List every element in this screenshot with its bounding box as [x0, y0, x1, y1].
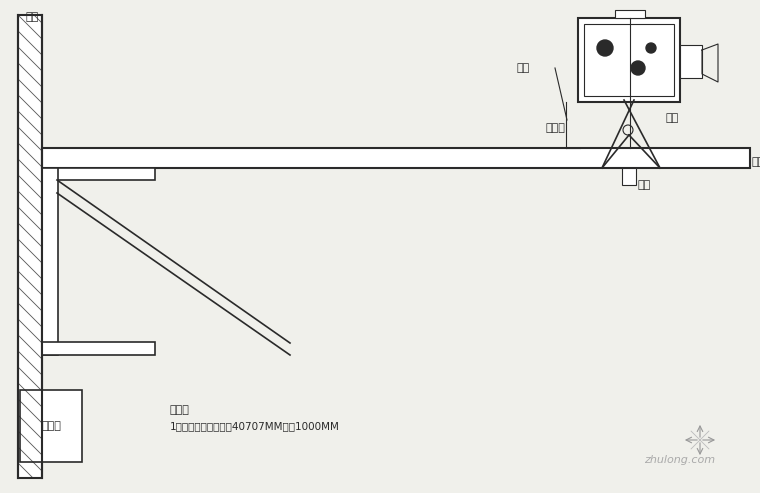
- Text: 横杆: 横杆: [752, 157, 760, 167]
- Circle shape: [631, 61, 645, 75]
- Bar: [42, 168, 155, 180]
- Text: 设备箱: 设备箱: [41, 421, 61, 431]
- Bar: [42, 148, 750, 168]
- Bar: [680, 45, 702, 78]
- Circle shape: [597, 40, 613, 56]
- Circle shape: [646, 43, 656, 53]
- Text: 软管: 软管: [517, 63, 530, 73]
- Bar: [615, 10, 645, 18]
- Bar: [622, 168, 636, 185]
- Text: 固定点: 固定点: [545, 123, 565, 133]
- Bar: [584, 24, 674, 96]
- Bar: [42, 342, 155, 355]
- Text: 墙体: 墙体: [25, 12, 38, 22]
- Text: 支架: 支架: [665, 113, 678, 123]
- Bar: [578, 18, 680, 102]
- Text: 1、横杆采用镀锌角钢40707MM长度1000MM: 1、横杆采用镀锌角钢40707MM长度1000MM: [170, 421, 340, 431]
- Text: 螺丝: 螺丝: [638, 180, 651, 190]
- Text: 说明：: 说明：: [170, 405, 190, 415]
- Bar: [42, 168, 58, 355]
- Bar: [18, 15, 42, 478]
- Text: zhulong.com: zhulong.com: [644, 455, 716, 465]
- Bar: [20, 390, 82, 462]
